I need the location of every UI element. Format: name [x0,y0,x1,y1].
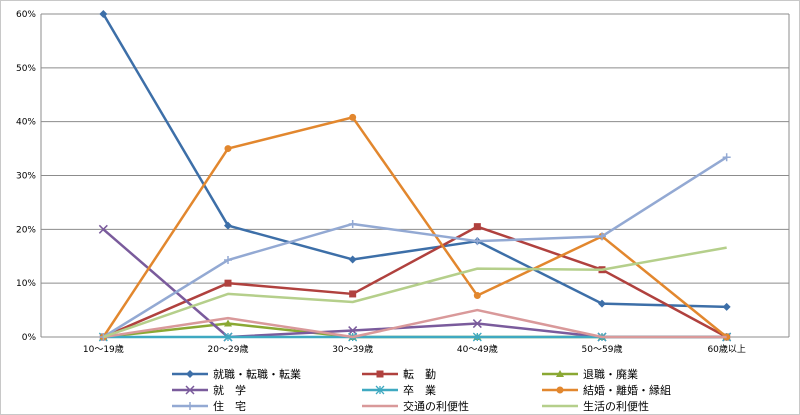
y-tick-label: 30% [16,172,36,182]
series-6 [99,153,731,341]
legend-swatch [542,386,578,394]
legend-swatch [362,370,398,378]
data-point [348,326,358,336]
y-tick-label: 20% [16,225,36,235]
y-tick-label: 60% [16,10,36,20]
legend-item: 交通の利便性 [361,399,469,413]
data-point [472,319,482,329]
x-tick-label: 50～59歳 [582,343,623,355]
series-line [103,322,727,339]
legend-item: 就 学 [171,383,246,397]
data-point [98,224,108,234]
data-point [224,279,232,287]
data-point [348,255,357,264]
data-point [224,256,232,265]
data-point [473,292,481,300]
data-point [722,153,731,162]
legend-item: 就職・転職・転業 [171,367,301,381]
data-point [349,113,357,121]
y-tick-label: 40% [16,118,36,128]
legend-label: 交通の利便性 [403,400,469,413]
data-point [722,302,731,311]
series-line [102,156,728,339]
legend-swatch [172,370,208,378]
series-line [102,116,728,338]
data-point [224,319,232,327]
legend-label: 就 学 [213,384,246,397]
x-tick-label: 20～29歳 [208,343,249,355]
data-point [348,219,357,228]
legend-item: 転 勤 [361,367,436,381]
legend-label: 住 宅 [213,400,246,413]
legend-swatch [172,402,208,410]
series-7 [103,308,727,339]
y-tick-label: 0% [22,333,37,343]
legend-item: 結婚・離婚・縁組 [541,383,671,397]
legend-label: 結婚・離婚・縁組 [583,384,671,397]
data-point [472,332,482,342]
legend-item: 住 宅 [171,399,246,413]
legend-swatch [362,404,398,408]
legend-item: 卒 業 [361,383,436,397]
legend-label: 退職・廃業 [583,368,638,381]
line-chart: 0% 10% 20% 30% 40% 50% 60% 10～19歳 20～29歳 30～39歳 40… [16,10,790,355]
data-point [223,332,233,342]
series-line [102,225,728,339]
series-0 [99,10,731,311]
series-8 [102,246,727,339]
legend-swatch [172,385,208,395]
legend-swatch [542,370,578,377]
x-tick-label: 60歳以上 [707,343,745,355]
data-point [598,232,606,241]
legend-label: 就職・転職・転業 [213,368,301,381]
x-tick-label: 30～39歳 [332,343,373,355]
data-point [349,290,357,298]
data-point [598,299,606,308]
series-line [102,13,727,309]
data-point [224,221,232,230]
data-point [99,10,108,18]
legend-item: 生活の利便性 [541,399,649,413]
series-line [103,308,727,339]
y-tick-label: 10% [16,279,36,289]
legend-label: 生活の利便性 [583,400,649,413]
legend-swatch [542,404,578,408]
legend-label: 卒 業 [403,384,436,397]
legend-swatch [362,385,398,395]
data-point [224,145,232,153]
data-point [473,223,481,231]
data-point [473,237,482,246]
x-tick-label: 10～19歳 [83,343,124,355]
series-line [102,246,727,339]
legend-item: 退職・廃業 [541,367,638,381]
y-tick-label: 50% [16,64,36,74]
legend-label: 転 勤 [403,368,436,381]
x-tick-label: 40～49歳 [457,343,498,355]
